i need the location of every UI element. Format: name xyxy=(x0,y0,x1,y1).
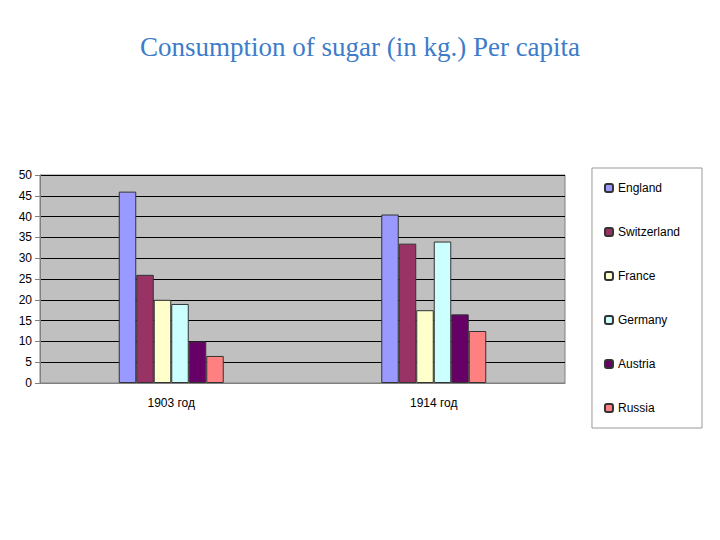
svg-text:25: 25 xyxy=(19,272,33,286)
svg-text:1903 год: 1903 год xyxy=(147,396,195,410)
svg-text:1914 год: 1914 год xyxy=(410,396,458,410)
svg-text:10: 10 xyxy=(19,334,33,348)
svg-text:5: 5 xyxy=(25,355,32,369)
svg-text:50: 50 xyxy=(19,168,33,182)
svg-text:Russia: Russia xyxy=(618,401,655,415)
svg-text:France: France xyxy=(618,269,656,283)
svg-text:Germany: Germany xyxy=(618,313,667,327)
svg-text:England: England xyxy=(618,181,662,195)
svg-text:0: 0 xyxy=(25,376,32,390)
svg-text:30: 30 xyxy=(19,251,33,265)
svg-text:Consumption of sugar (in kg.): Consumption of sugar (in kg.) Per capita xyxy=(140,32,580,62)
svg-text:Austria: Austria xyxy=(618,357,656,371)
svg-text:35: 35 xyxy=(19,230,33,244)
svg-text:Switzerland: Switzerland xyxy=(618,225,680,239)
svg-text:45: 45 xyxy=(19,189,33,203)
svg-text:40: 40 xyxy=(19,210,33,224)
svg-text:20: 20 xyxy=(19,293,33,307)
svg-text:15: 15 xyxy=(19,314,33,328)
